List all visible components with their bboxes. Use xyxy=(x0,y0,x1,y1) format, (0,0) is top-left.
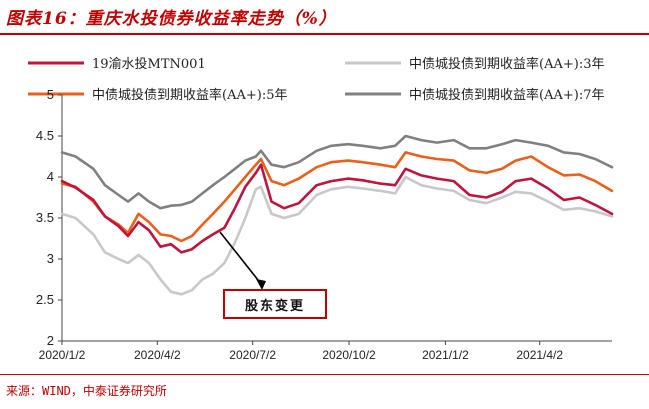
line-chart: 19渝水投MTN001 中债城投债到期收益率(AA+):3年中债城投债到期收益率(… xyxy=(28,56,614,362)
series-line-0 xyxy=(60,163,614,254)
source-note: 来源：WIND，中泰证券研究所 xyxy=(6,384,167,398)
x-tick-label: 2020/10/2 xyxy=(322,348,376,362)
series-line-1 xyxy=(60,175,614,296)
legend-label-2: 中债城投债到期收益率(AA+):5年 xyxy=(92,87,287,103)
legend-label-1: 中债城投债到期收益率(AA+):3年 xyxy=(409,56,604,72)
series-line-3 xyxy=(60,134,614,210)
y-tick-label: 4 xyxy=(47,169,54,184)
annotation-shareholder-change: 股东变更 xyxy=(223,289,327,319)
y-tick-label: 2.5 xyxy=(36,292,54,307)
y-tick-label: 3.5 xyxy=(36,210,54,225)
annotation-arrow xyxy=(219,231,266,290)
x-tick-label: 2020/4/2 xyxy=(134,348,181,362)
chart-legend: 19渝水投MTN001 中债城投债到期收益率(AA+):3年中债城投债到期收益率(… xyxy=(28,56,604,103)
x-tick-label: 2020/1/2 xyxy=(39,348,86,362)
annotation-arrow-head xyxy=(256,279,266,290)
chart-title: 图表16：重庆水投债券收益率走势（%） xyxy=(6,9,337,29)
x-tick-label: 2021/4/2 xyxy=(516,348,563,362)
annotation-arrow-line xyxy=(219,231,263,286)
y-tick-label: 3 xyxy=(47,251,54,266)
x-tick-label: 2021/1/2 xyxy=(422,348,469,362)
chart-axes: 2 2.5 3 3.5 4 4.5 5 2020/1/2 2020/4/2 2020/7/2 202… xyxy=(36,87,612,362)
y-tick-label: 2 xyxy=(47,333,54,348)
chart-series-lines xyxy=(60,134,614,296)
source-divider xyxy=(0,374,649,375)
title-divider xyxy=(0,33,649,35)
y-tick-label: 4.5 xyxy=(36,128,54,143)
x-tick-label: 2020/7/2 xyxy=(229,348,276,362)
legend-label-0: 19渝水投MTN001 xyxy=(92,56,206,72)
legend-label-3: 中债城投债到期收益率(AA+):7年 xyxy=(409,87,604,103)
series-line-2 xyxy=(60,151,614,243)
y-tick-label: 5 xyxy=(47,87,54,102)
